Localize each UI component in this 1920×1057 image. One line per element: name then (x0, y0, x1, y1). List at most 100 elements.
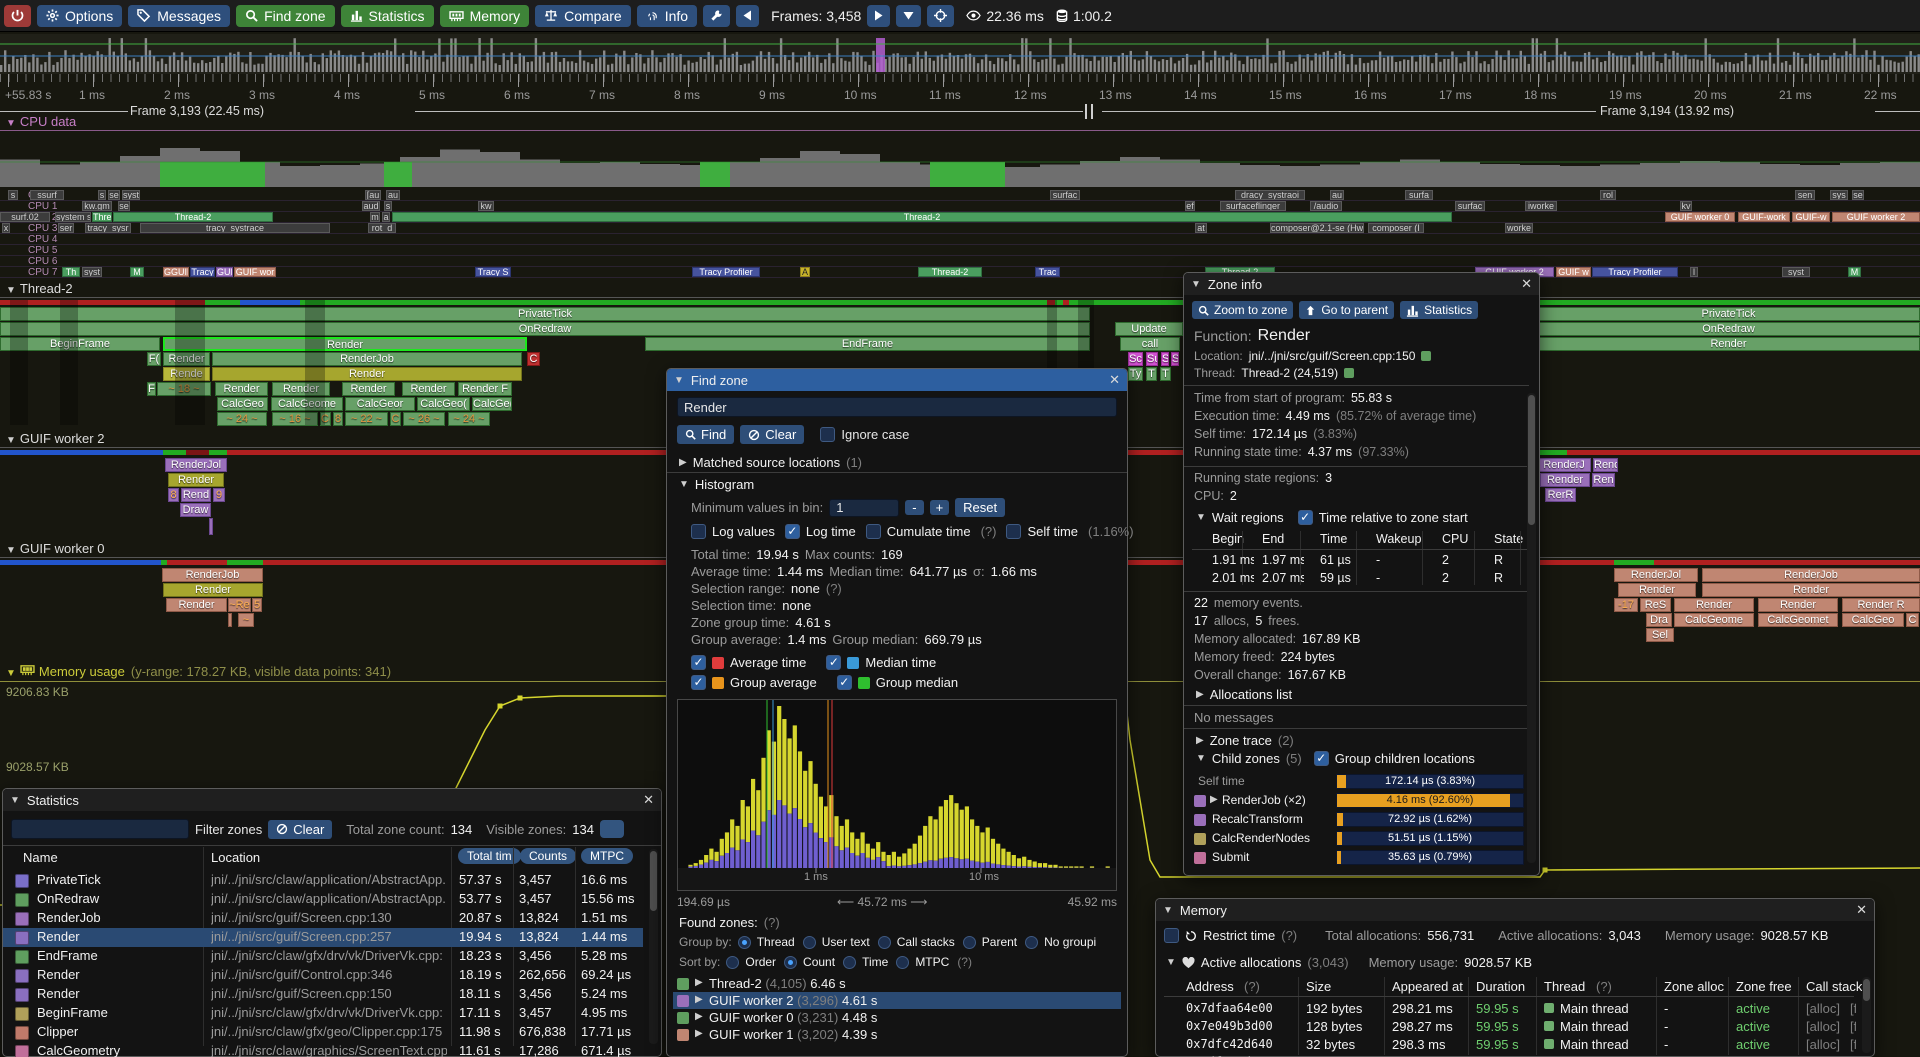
compare-button[interactable]: Compare (535, 4, 631, 27)
child-zone-row[interactable]: ▶ RenderJob (×2) 4.16 ms (92.60%) (1194, 792, 1526, 810)
active-allocations-row[interactable]: ▼ Active allocations (3,043) Memory usage: 9… (1166, 955, 1532, 970)
timeline-zone[interactable]: S (1161, 352, 1169, 366)
cpu-zone-chip[interactable]: syst (122, 190, 140, 200)
timeline-zone[interactable]: BeginFrame (0, 337, 160, 351)
timeline-zone[interactable]: -17 (1614, 598, 1638, 612)
cpu-zone-chip[interactable]: sen (1795, 190, 1815, 200)
timeline-zone[interactable]: Render (1758, 598, 1838, 612)
child-zone-row[interactable]: CalcRenderNodes 51.51 µs (1.15%) (1194, 830, 1526, 848)
mem-col-thread[interactable]: Thread (1544, 979, 1586, 994)
collapse-triangle-icon[interactable]: ▼ (1191, 278, 1201, 290)
wait-col-wakeup[interactable]: Wakeup (1376, 532, 1422, 546)
collapse-triangle-icon[interactable]: ▼ (6, 435, 16, 446)
clear-filter-button[interactable]: Clear (268, 819, 333, 839)
timeline-zone[interactable]: Render (163, 583, 263, 597)
check-self-time[interactable] (1006, 524, 1022, 539)
cpu-zone-chip[interactable]: kw (478, 201, 494, 211)
mem-col-address[interactable]: Address (1186, 979, 1234, 994)
cpu-zone-chip[interactable]: surfa (1405, 190, 1433, 200)
cpu-zone-chip[interactable]: ser (58, 223, 74, 233)
increase-bin-button[interactable]: + (929, 500, 950, 515)
stats-table-row[interactable]: Render jni/../jni/src/guif/Screen.cpp:257… (3, 928, 643, 947)
timeline-zone[interactable]: ~ 26 ~ (403, 412, 445, 426)
child-zone-row[interactable]: Self time 172.14 µs (3.83%) (1194, 773, 1526, 791)
stats-table-row[interactable]: OnRedraw jni/../jni/src/claw/application/… (3, 890, 643, 909)
timeline-zone[interactable]: Render R (1842, 598, 1920, 612)
timeline-zone[interactable]: CalcGeo (217, 397, 268, 411)
timeline-zone[interactable]: CalcGe( (472, 397, 512, 411)
sortby-radio-count[interactable] (784, 955, 798, 969)
prev-frame-button[interactable] (736, 4, 760, 27)
timeline-zone[interactable]: PrivateTick (1537, 307, 1920, 321)
cpu-zone-chip[interactable]: rol (1600, 190, 1616, 200)
cpu-zone-chip[interactable]: Tracy Profiler (1592, 267, 1678, 277)
mem-col-call-stack[interactable]: Call stack (1806, 979, 1863, 994)
cpu-zone-chip[interactable]: GUI (216, 267, 233, 277)
timeline-zone[interactable]: Draw (180, 503, 211, 517)
timeline-zone[interactable]: RenderJob (162, 568, 263, 582)
timeline-zone[interactable]: Render F (458, 382, 512, 396)
wait-col-begin[interactable]: Begin (1212, 532, 1244, 546)
ignore-case-checkbox[interactable] (820, 427, 836, 442)
stats-table-row[interactable]: EndFrame jni/../jni/src/claw/gfx/drv/vk/D… (3, 947, 643, 966)
cpu-zone-chip[interactable]: worke (1505, 223, 1533, 233)
timeline-zone[interactable]: ReS (1640, 598, 1671, 612)
cpu-zone-chip[interactable]: ef (1185, 201, 1195, 211)
timeline-zone[interactable]: Render (402, 382, 455, 396)
cpu-zone-chip[interactable]: Trac (1035, 267, 1060, 277)
timeline-zone[interactable]: Render (1674, 598, 1754, 612)
timeline-zone[interactable]: T (1146, 367, 1157, 381)
allocations-list-row[interactable]: ▶ Allocations list (1196, 687, 1292, 702)
wait-col-end[interactable]: End (1262, 532, 1285, 546)
expander-triangle-icon[interactable]: ▶ (695, 1011, 703, 1022)
cpu-zone-chip[interactable]: s (384, 201, 392, 211)
timeline-zone[interactable]: C( (320, 412, 331, 426)
cpu-zone-chip[interactable]: Thread-2 (392, 212, 1452, 222)
statistics-button[interactable]: Statistics (1400, 301, 1479, 319)
cpu-zone-chip[interactable]: se (108, 190, 120, 200)
timeline-zone[interactable]: EndFrame (645, 337, 1090, 351)
expander-triangle-icon[interactable]: ▶ (1196, 735, 1204, 746)
found-zone-group-row[interactable]: ▶ GUIF worker 0 (3,231) 4.48 s (673, 1009, 1121, 1026)
collapse-triangle-icon[interactable]: ▼ (1166, 957, 1176, 968)
stats-table-row[interactable]: BeginFrame jni/../jni/src/claw/gfx/drv/vk… (3, 1004, 643, 1023)
found-zone-group-row[interactable]: ▶ GUIF worker 1 (3,202) 4.39 s (673, 1026, 1121, 1043)
expander-triangle-icon[interactable]: ▶ (695, 994, 703, 1005)
cpu-zone-chip[interactable]: iworke (1525, 201, 1557, 211)
stats-scrollbar[interactable] (649, 849, 658, 1044)
cpu-zone-chip[interactable]: Thre (92, 212, 112, 222)
cpu-zone-chip[interactable]: composer@2.1-se (Hw (1270, 223, 1364, 233)
timeline-zone[interactable]: Render (1540, 473, 1590, 487)
timeline-zone[interactable]: RenderJ (1537, 458, 1591, 472)
timeline-zone[interactable]: RenderJob (1702, 568, 1920, 582)
clipped-button[interactable] (599, 820, 624, 838)
cpu-zone-chip[interactable]: ssurf (30, 190, 64, 200)
sortby-radio-order[interactable] (726, 955, 740, 969)
cpu-zone-chip[interactable]: a (382, 212, 390, 222)
stats-table-row[interactable]: RenderJob jni/../jni/src/guif/Screen.cpp:… (3, 909, 643, 928)
timeline-zone[interactable]: Render (342, 382, 395, 396)
sortby-radio-time[interactable] (843, 955, 857, 969)
timeline-zone[interactable]: T (1160, 367, 1171, 381)
cpu-zone-chip[interactable]: dracy_systraoi (1235, 190, 1305, 200)
options-button[interactable]: Options (37, 4, 123, 27)
group-children-checkbox[interactable]: ✓ (1313, 751, 1329, 766)
timeline-zone[interactable]: ~ 18 ~ (157, 382, 211, 396)
memory-usage-header[interactable]: ▼ Memory usage (y-range: 178.27 KB, visibl… (6, 664, 391, 679)
cpu-zone-chip[interactable]: GUIF worker 2 (1832, 212, 1920, 222)
info-button[interactable]: Info (636, 4, 698, 27)
cpu-zone-chip[interactable]: kw.gm (82, 201, 112, 211)
check-log-values[interactable] (691, 524, 706, 539)
zoom-to-zone-button[interactable]: Zoom to zone (1192, 301, 1294, 319)
timeline-zone[interactable]: F( (147, 352, 161, 366)
cpu-zone-chip[interactable]: l (1690, 267, 1698, 277)
timeline-zone[interactable]: Sel (1646, 628, 1674, 642)
cpu-zone-chip[interactable]: GUIF-work (1738, 212, 1790, 222)
cpu-zone-chip[interactable]: at (1195, 223, 1207, 233)
series-checkbox[interactable]: ✓ (826, 655, 842, 670)
matched-locations-row[interactable]: ▶ Matched source locations (1) (679, 455, 862, 470)
cpu-zone-chip[interactable]: Tracy Profiler (692, 267, 760, 277)
decrease-bin-button[interactable]: - (905, 500, 924, 515)
timeline-zone[interactable]: PrivateTick (0, 307, 1090, 321)
cpu-zone-chip[interactable]: GUIF wor (234, 267, 276, 277)
